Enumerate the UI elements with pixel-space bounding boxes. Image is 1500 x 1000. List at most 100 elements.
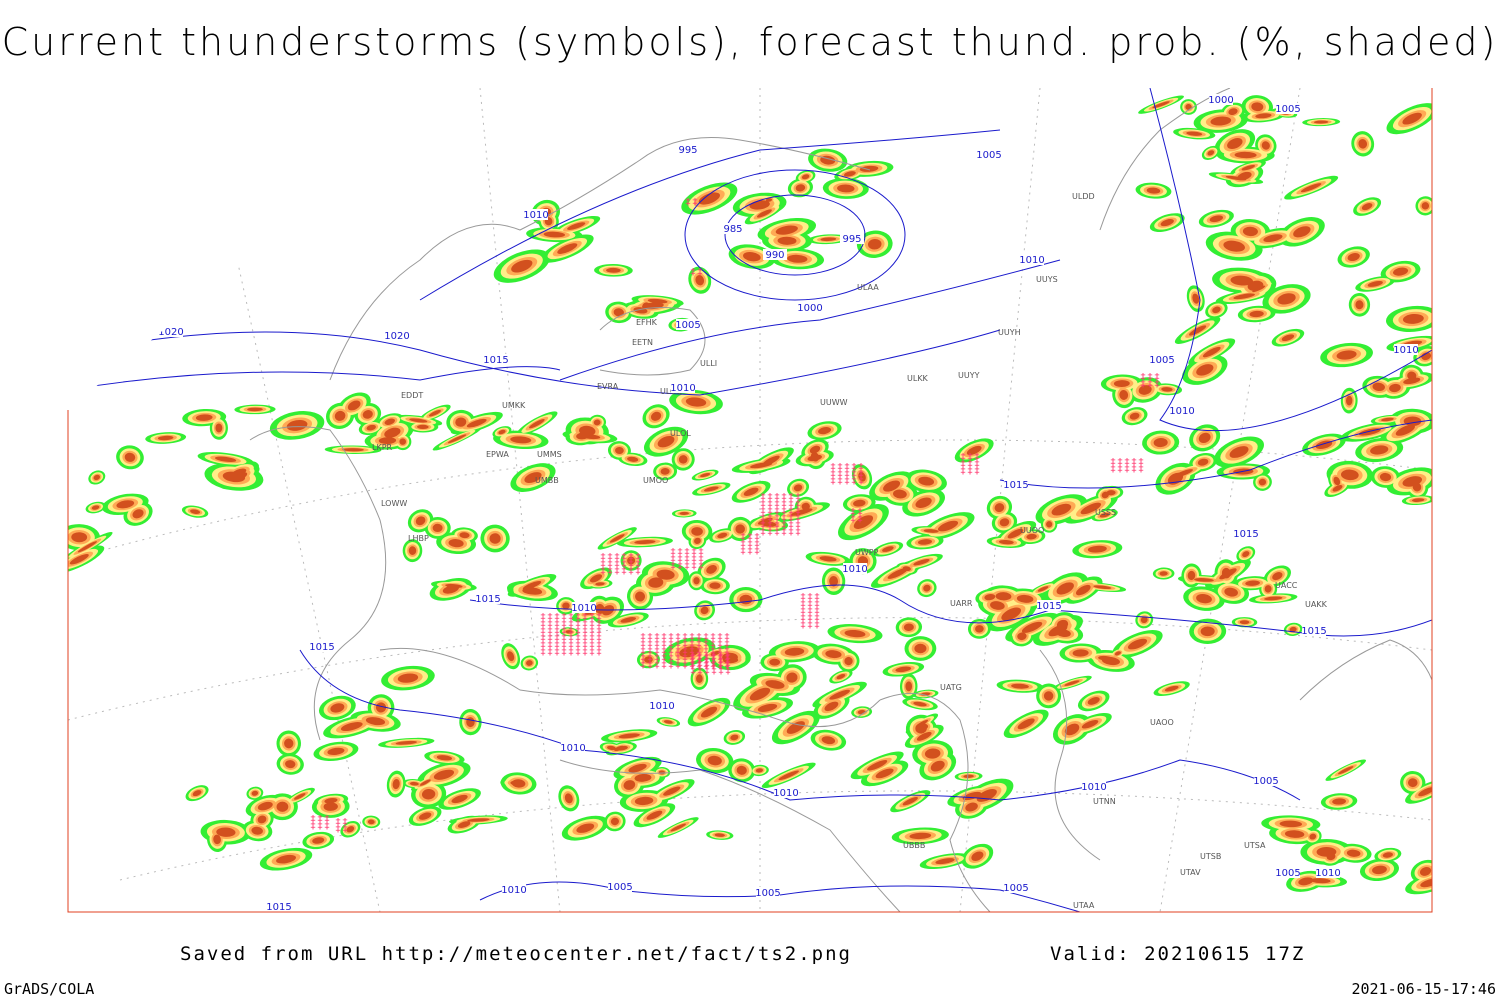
storm-symbol: ‡ (675, 646, 681, 657)
shading-blob (657, 435, 675, 448)
shading-blob (510, 780, 523, 786)
shading-blob (913, 701, 927, 707)
shading-blob (1138, 385, 1152, 395)
storm-symbol: ‡ (724, 660, 730, 671)
shading-blob (787, 254, 808, 263)
shading-blob (543, 231, 566, 238)
shading-blob (285, 760, 296, 769)
shading-blob (717, 532, 728, 539)
shading-blob (215, 423, 223, 433)
storm-symbol: ‡ (858, 469, 864, 480)
shading-blob (613, 308, 624, 317)
storm-symbol: ‡ (760, 506, 766, 517)
shading-blob (793, 484, 803, 492)
storm-symbol: ‡ (1117, 464, 1123, 475)
station-label: UUYY (958, 371, 980, 380)
storm-symbol: ‡ (788, 520, 794, 531)
shading-blob (362, 410, 373, 419)
isobar-label-bg (572, 602, 596, 613)
shading-blob (324, 798, 338, 804)
station-label: ULKK (907, 374, 929, 383)
shading-blob (829, 689, 850, 700)
shading-blob (778, 770, 799, 781)
storm-symbol: ‡ (690, 666, 696, 677)
storm-symbol: ‡ (668, 660, 674, 671)
shading-blob (963, 774, 974, 779)
storm-symbol: ‡ (635, 566, 641, 577)
storm-symbol: ‡ (747, 539, 753, 550)
station-label: UUWW (820, 398, 848, 407)
storm-symbol: ‡ (718, 666, 724, 677)
shading-blob (998, 539, 1014, 545)
shading-blob (416, 424, 429, 430)
shading-blob (1129, 412, 1140, 420)
isobar-label-bg (1150, 354, 1174, 365)
isobar-label-bg (774, 787, 798, 798)
storm-symbol: ‡ (689, 639, 695, 650)
storm-symbol: ‡ (621, 552, 627, 563)
shading-blob (1421, 352, 1432, 361)
storm-symbol: ‡ (974, 466, 980, 477)
shading-blob (1340, 469, 1359, 481)
shading-blob (1420, 878, 1432, 888)
storm-symbol: ‡ (582, 612, 588, 623)
isobar-label-bg (763, 249, 787, 260)
shading-blob (990, 601, 1005, 610)
shading-blob (786, 672, 798, 683)
shading-blob (1264, 585, 1272, 593)
storm-symbol: ‡ (640, 646, 646, 657)
isobar-label: 1010 (842, 564, 867, 575)
isobar-label: 1010 (1081, 782, 1106, 793)
storm-symbol: ‡ (830, 469, 836, 480)
source-url: Saved from URL http://meteocenter.net/fa… (180, 943, 852, 965)
shading-blob (1207, 150, 1215, 156)
shading-blob (276, 854, 296, 864)
shading-blob (124, 452, 136, 462)
shading-blob (1310, 878, 1331, 884)
shading-blob (1114, 651, 1121, 656)
isobar-label-bg (843, 563, 867, 574)
isobar-label: 1010 (501, 885, 526, 896)
isobar-label-bg (1209, 94, 1233, 105)
shading-blob (466, 418, 487, 428)
shading-blob (698, 192, 720, 205)
storm-symbol: ‡ (690, 652, 696, 663)
shading-blob (1407, 371, 1417, 380)
shading-blob (384, 418, 396, 425)
shading-blob (1313, 120, 1329, 124)
storm-symbol: ‡ (661, 653, 667, 664)
storm-symbol: ‡ (690, 267, 696, 278)
shading-blob (975, 625, 984, 633)
storm-symbol: ‡ (668, 646, 674, 657)
shading-blob (378, 437, 397, 445)
isobar-label-bg (721, 223, 745, 234)
shading-blob (757, 703, 778, 712)
shading-blob (564, 793, 573, 804)
shading-blob (706, 564, 717, 574)
isobar-label-bg (1037, 600, 1061, 611)
shading-blob (1355, 300, 1364, 310)
storm-symbol: ‡ (781, 527, 787, 538)
storm-symbol: ‡ (342, 824, 348, 835)
shading-blob (844, 656, 853, 666)
storm-symbol: ‡ (589, 633, 595, 644)
storm-symbol: ‡ (647, 653, 653, 664)
storm-symbol: ‡ (654, 639, 660, 650)
shading-blob (132, 509, 144, 519)
shading-blob (366, 424, 376, 431)
shading-blob (623, 780, 636, 790)
shading-blob (436, 755, 453, 761)
shading-blob (1127, 638, 1148, 650)
storm-symbol: ‡ (807, 606, 813, 617)
storm-symbol: ‡ (814, 592, 820, 603)
storm-symbol: ‡ (342, 817, 348, 828)
shading-blob (1395, 424, 1415, 436)
station-label: UTNN (1093, 797, 1116, 806)
shading-blob (1403, 377, 1421, 385)
shading-blob (743, 251, 761, 262)
storm-symbol: ‡ (682, 660, 688, 671)
shading-blob (192, 790, 202, 797)
shading-blob (1332, 484, 1343, 492)
storm-symbol: ‡ (607, 566, 613, 577)
storm-symbol: ‡ (1124, 464, 1130, 475)
